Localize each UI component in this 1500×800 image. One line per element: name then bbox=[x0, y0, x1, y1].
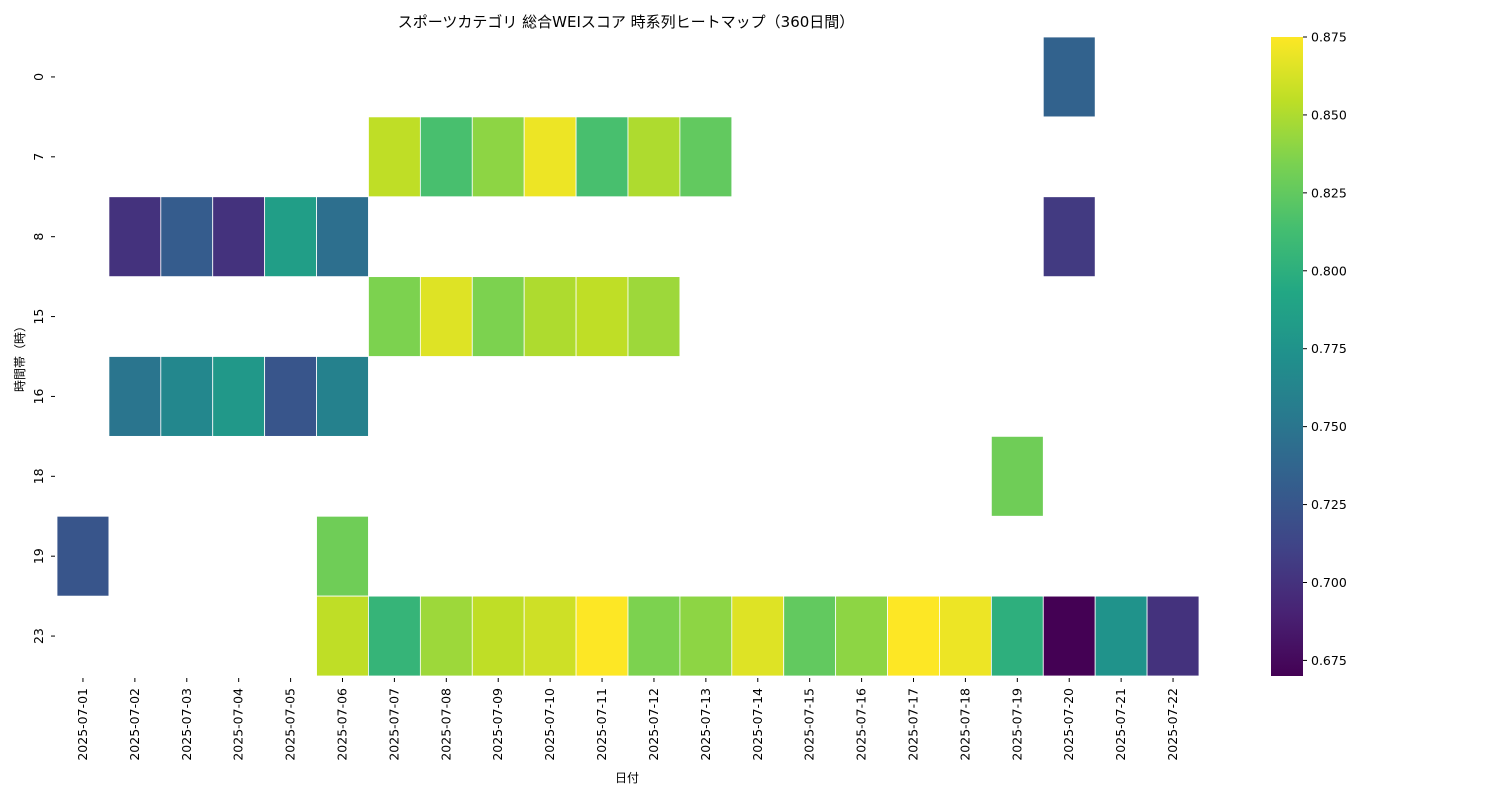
y-tick-label: 19 bbox=[31, 548, 46, 564]
colorbar: 0.675 0.700 0.725 0.750 0.775 0.800 0.825 0.850… bbox=[1271, 30, 1347, 676]
heatmap-cell bbox=[316, 595, 369, 677]
heatmap-cell bbox=[471, 276, 525, 357]
x-tick-label: 2025-07-18 bbox=[957, 688, 972, 761]
heatmap-cell bbox=[419, 116, 473, 198]
heatmap-cell bbox=[523, 595, 577, 677]
heatmap-cell bbox=[56, 515, 110, 597]
heatmap-cell bbox=[1094, 595, 1148, 677]
heatmap-cell bbox=[419, 595, 473, 677]
colorbar-tick-label: 0.700 bbox=[1311, 575, 1347, 590]
x-tick-label: 2025-07-02 bbox=[127, 688, 142, 761]
x-tick-label: 2025-07-03 bbox=[179, 688, 194, 761]
x-tick-label: 2025-07-21 bbox=[1113, 688, 1128, 761]
y-tick-label: 0 bbox=[31, 73, 46, 81]
x-tick-label: 2025-07-05 bbox=[283, 688, 298, 761]
heatmap-cell bbox=[783, 595, 837, 677]
heatmap-cell bbox=[523, 276, 577, 357]
y-axis-label: 時間帯（時） bbox=[13, 320, 27, 392]
heatmap-cell bbox=[264, 356, 317, 437]
heatmap-cell bbox=[990, 595, 1044, 677]
heatmap-cell bbox=[575, 116, 629, 198]
heatmap-cell bbox=[627, 595, 681, 677]
x-tick-label: 2025-07-09 bbox=[490, 688, 505, 761]
x-tick-label: 2025-07-17 bbox=[906, 688, 921, 761]
colorbar-tick-label: 0.850 bbox=[1311, 107, 1347, 122]
x-tick-label: 2025-07-19 bbox=[1009, 688, 1024, 761]
heatmap-cells bbox=[56, 36, 1200, 677]
heatmap-cell bbox=[471, 595, 525, 677]
y-tick-label: 8 bbox=[31, 233, 46, 241]
heatmap-cell bbox=[1042, 595, 1096, 677]
x-tick-label: 2025-07-16 bbox=[854, 688, 869, 761]
x-tick-label: 2025-07-08 bbox=[438, 688, 453, 761]
heatmap-cell bbox=[731, 595, 785, 677]
heatmap-cell bbox=[990, 435, 1044, 517]
colorbar-tick-label: 0.750 bbox=[1311, 419, 1347, 434]
heatmap-cell bbox=[108, 356, 162, 437]
heatmap-cell bbox=[575, 595, 629, 677]
y-axis-ticks: 0 7 8 15 16 18 19 23 bbox=[31, 73, 55, 644]
y-tick-label: 16 bbox=[31, 388, 46, 404]
chart-title: スポーツカテゴリ 総合WEIスコア 時系列ヒートマップ（360日間） bbox=[398, 13, 855, 31]
colorbar-tick-label: 0.825 bbox=[1311, 185, 1347, 200]
heatmap-cell bbox=[1042, 36, 1096, 118]
colorbar-tick-label: 0.775 bbox=[1311, 341, 1347, 356]
heatmap-cell bbox=[627, 276, 681, 357]
colorbar-gradient bbox=[1271, 37, 1303, 676]
y-tick-label: 15 bbox=[31, 309, 46, 325]
heatmap-cell bbox=[108, 196, 162, 278]
x-axis-ticks: 2025-07-01 2025-07-02 2025-07-03 2025-07-04… bbox=[75, 678, 1180, 761]
x-tick-label: 2025-07-20 bbox=[1061, 688, 1076, 761]
heatmap-cell bbox=[471, 116, 525, 198]
heatmap-cell bbox=[160, 196, 214, 278]
y-tick-label: 7 bbox=[31, 153, 46, 161]
heatmap-cell bbox=[316, 515, 369, 597]
heatmap-cell bbox=[679, 116, 733, 198]
x-tick-label: 2025-07-13 bbox=[698, 688, 713, 761]
colorbar-tick-label: 0.875 bbox=[1311, 30, 1347, 45]
x-tick-label: 2025-07-15 bbox=[802, 688, 817, 761]
heatmap-cell bbox=[368, 116, 421, 198]
heatmap-cell bbox=[939, 595, 992, 677]
x-tick-label: 2025-07-14 bbox=[750, 688, 765, 761]
x-tick-label: 2025-07-07 bbox=[386, 688, 401, 761]
heatmap-cell bbox=[316, 196, 369, 278]
heatmap-cell bbox=[160, 356, 214, 437]
heatmap-cell bbox=[212, 196, 266, 278]
heatmap-cell bbox=[368, 595, 421, 677]
x-tick-label: 2025-07-10 bbox=[542, 688, 557, 761]
heatmap-cell bbox=[887, 595, 940, 677]
heatmap-cell bbox=[575, 276, 629, 357]
y-tick-label: 18 bbox=[31, 468, 46, 484]
x-axis-label: 日付 bbox=[615, 771, 639, 785]
heatmap-cell bbox=[316, 356, 369, 437]
x-tick-label: 2025-07-06 bbox=[335, 688, 350, 761]
x-tick-label: 2025-07-04 bbox=[231, 688, 246, 761]
heatmap-cell bbox=[835, 595, 888, 677]
colorbar-tick-label: 0.725 bbox=[1311, 497, 1347, 512]
x-tick-label: 2025-07-22 bbox=[1165, 688, 1180, 761]
heatmap-cell bbox=[627, 116, 681, 198]
x-tick-label: 2025-07-12 bbox=[646, 688, 661, 761]
heatmap-cell bbox=[368, 276, 421, 357]
colorbar-tick-label: 0.675 bbox=[1311, 653, 1347, 668]
heatmap-cell bbox=[419, 276, 473, 357]
x-tick-label: 2025-07-01 bbox=[75, 688, 90, 761]
colorbar-tick-label: 0.800 bbox=[1311, 263, 1347, 278]
heatmap-cell bbox=[523, 116, 577, 198]
heatmap-cell bbox=[679, 595, 733, 677]
x-tick-label: 2025-07-11 bbox=[594, 688, 609, 761]
heatmap-cell bbox=[1146, 595, 1200, 677]
heatmap-cell bbox=[212, 356, 266, 437]
heatmap-cell bbox=[264, 196, 317, 278]
heatmap-cell bbox=[1042, 196, 1096, 278]
y-tick-label: 23 bbox=[31, 628, 46, 644]
